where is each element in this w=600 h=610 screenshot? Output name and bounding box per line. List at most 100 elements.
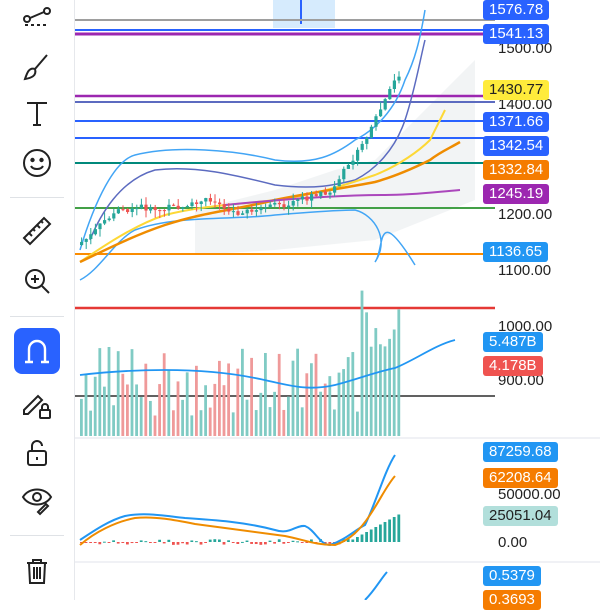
candle-body	[208, 198, 212, 202]
price-tag: 1245.19	[483, 184, 550, 204]
candle-body	[319, 191, 323, 197]
volume-bar	[112, 405, 115, 436]
chart-area[interactable]: 1500.00 1400.00 1200.00 1100.00 1000.00 …	[75, 0, 600, 610]
brush-icon[interactable]	[14, 44, 60, 90]
macd-bar	[158, 539, 161, 542]
macd-line	[79, 454, 396, 547]
macd-bar	[172, 542, 175, 545]
candle-body	[167, 204, 171, 211]
volume-bar	[356, 411, 359, 436]
volume-bar	[342, 369, 345, 436]
macd-bar	[259, 542, 263, 545]
macd-bar	[89, 542, 92, 543]
text-icon[interactable]	[14, 90, 60, 136]
volume-bar	[84, 374, 88, 436]
candle-body	[231, 211, 235, 213]
macd-bar	[328, 542, 332, 544]
macd-bar	[204, 542, 207, 543]
toolbar-divider	[10, 316, 64, 317]
price-tag: 1371.66	[483, 112, 550, 132]
macd-bar	[254, 542, 258, 545]
volume-bar	[305, 373, 309, 436]
candle-body	[195, 202, 199, 205]
macd-bar	[287, 542, 290, 543]
volume-bar	[282, 409, 286, 436]
line-tools-icon[interactable]	[14, 0, 60, 36]
candle-body	[397, 76, 401, 81]
volume-bar	[139, 397, 143, 436]
candle-body	[107, 218, 111, 221]
volume-bar	[231, 412, 235, 436]
macd-bar	[277, 539, 281, 542]
macd-bar	[356, 537, 359, 542]
trash-icon[interactable]	[14, 548, 60, 594]
macd-bar	[112, 540, 115, 542]
candle-body	[204, 198, 208, 202]
macd-bar	[93, 542, 97, 543]
candle-body	[139, 204, 143, 209]
candle-body	[273, 202, 277, 205]
volume-bar	[360, 290, 364, 436]
candle-body	[259, 208, 263, 211]
volume-bar	[222, 385, 226, 436]
macd-bar	[241, 541, 244, 543]
emoji-icon[interactable]	[14, 140, 60, 186]
macd-bar	[231, 542, 235, 543]
volume-bar	[227, 363, 230, 436]
ma-purple	[224, 189, 461, 206]
candle-body	[172, 204, 176, 206]
candle-body	[218, 202, 222, 205]
price-tag: 1342.54	[483, 136, 550, 156]
candle-body	[333, 186, 337, 193]
volume-bar	[310, 363, 313, 436]
macd-bar	[190, 540, 194, 542]
candle-body	[80, 241, 84, 245]
macd-bar	[199, 542, 203, 545]
volume-bar	[323, 383, 327, 436]
volume-bar	[296, 348, 299, 436]
volume-bar	[162, 353, 166, 436]
macd-bar	[351, 539, 355, 542]
candle-body	[300, 196, 304, 200]
zoom-in-icon[interactable]	[14, 258, 60, 304]
volume-bar	[250, 357, 253, 436]
price-axis-label: 1500.00	[498, 40, 553, 57]
candle-body	[296, 199, 300, 201]
ruler-icon[interactable]	[14, 208, 60, 254]
macd-bar	[222, 542, 226, 545]
macd-bar	[264, 542, 267, 545]
macd-bar	[374, 527, 378, 542]
volume-bar	[254, 410, 258, 436]
candle-body	[199, 201, 203, 205]
candle-body	[135, 208, 139, 210]
macd-bar	[227, 540, 230, 542]
toolbar-divider	[10, 535, 64, 536]
macd-bar	[80, 542, 83, 543]
candle-body	[153, 207, 157, 211]
bollinger-lower	[79, 209, 416, 281]
candle-body	[291, 200, 295, 206]
candle-body	[305, 196, 309, 201]
volume-bar	[333, 409, 336, 436]
toolbar-divider	[10, 197, 64, 198]
volume-bar	[337, 372, 341, 436]
candle-body	[112, 213, 116, 219]
magnet-icon[interactable]	[14, 328, 60, 374]
ma-line	[89, 39, 426, 241]
macd-bar	[379, 524, 382, 542]
volume-bar	[135, 384, 138, 436]
candle-body	[121, 209, 125, 211]
eye-icon[interactable]	[14, 476, 60, 522]
macd-bar	[282, 542, 286, 544]
lock-drawing-icon[interactable]	[14, 382, 60, 428]
macd-bar	[392, 517, 396, 542]
volume-bar	[346, 357, 350, 436]
macd-axis-label: 50000.00	[498, 486, 561, 503]
volume-bar	[397, 309, 401, 436]
chart-canvas[interactable]	[75, 0, 600, 600]
unlock-icon[interactable]	[14, 430, 60, 476]
candle-body	[314, 194, 318, 197]
macd-bar	[121, 542, 125, 543]
volume-bar	[126, 384, 129, 436]
candle-body	[213, 201, 217, 203]
